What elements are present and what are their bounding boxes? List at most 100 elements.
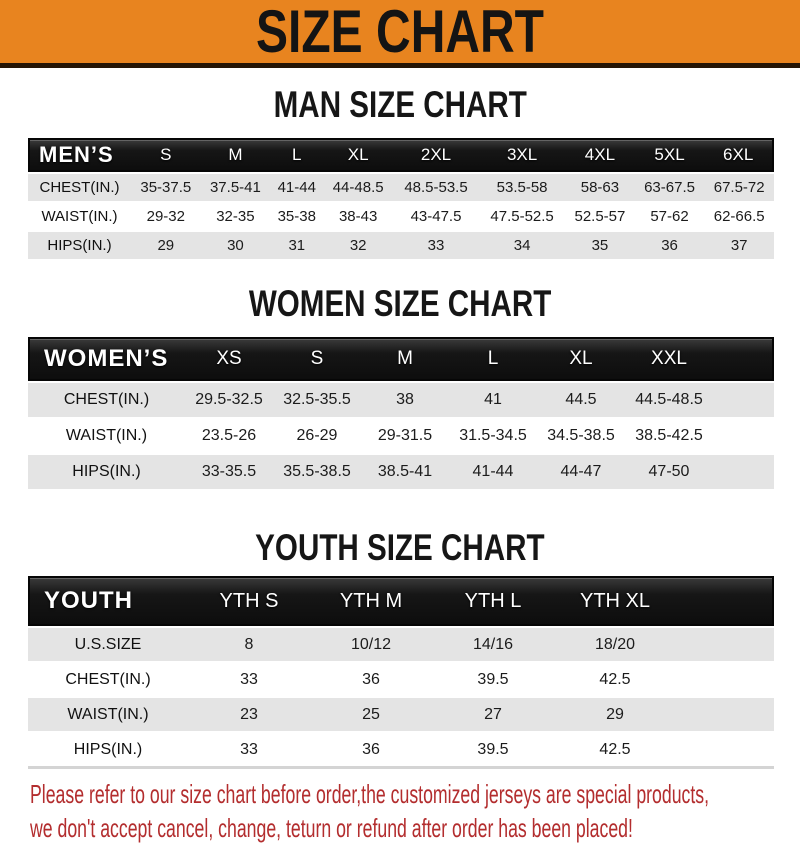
size-value-cell: 36 xyxy=(634,230,705,261)
table-row: HIPS(IN.) 33 36 39.5 42.5 xyxy=(28,733,774,769)
table-row: WAIST(IN.) 23 25 27 29 xyxy=(28,696,774,733)
column-header: L xyxy=(449,337,537,381)
size-value-cell: 44-47 xyxy=(537,453,625,491)
size-value-cell: 37 xyxy=(704,230,774,261)
size-value-cell: 34 xyxy=(479,230,566,261)
table-row: CHEST(IN.) 33 36 39.5 42.5 xyxy=(28,663,774,696)
row-label: WAIST(IN.) xyxy=(28,203,131,230)
column-header: 2XL xyxy=(392,138,480,172)
size-value-cell: 32 xyxy=(323,230,393,261)
table-row: CHEST(IN.) 29.5-32.5 32.5-35.5 38 41 44.… xyxy=(28,381,774,419)
column-header: S xyxy=(131,138,201,172)
size-value-cell: 36 xyxy=(310,733,432,769)
size-value-cell: 35-37.5 xyxy=(131,172,201,203)
column-header: XXL xyxy=(625,337,713,381)
order-notice-line1: Please refer to our size chart before or… xyxy=(30,779,710,809)
size-value-cell: 36 xyxy=(310,663,432,696)
spacer-cell xyxy=(713,453,774,491)
row-label: WAIST(IN.) xyxy=(28,419,185,453)
size-value-cell: 35.5-38.5 xyxy=(273,453,361,491)
size-value-cell: 29 xyxy=(554,696,676,733)
size-value-cell: 48.5-53.5 xyxy=(392,172,480,203)
row-label: CHEST(IN.) xyxy=(28,663,188,696)
size-value-cell: 14/16 xyxy=(432,626,554,663)
size-value-cell: 39.5 xyxy=(432,663,554,696)
size-value-cell: 23 xyxy=(188,696,310,733)
women-section-title-text: WOMEN SIZE CHART xyxy=(248,282,552,324)
size-value-cell: 43-47.5 xyxy=(392,203,480,230)
column-header: XL xyxy=(537,337,625,381)
size-value-cell: 44.5-48.5 xyxy=(625,381,713,419)
size-value-cell: 38 xyxy=(361,381,449,419)
table-row: WAIST(IN.) 29-32 32-35 35-38 38-43 43-47… xyxy=(28,203,774,230)
size-value-cell: 53.5-58 xyxy=(479,172,566,203)
row-label: WAIST(IN.) xyxy=(28,696,188,733)
size-value-cell: 32.5-35.5 xyxy=(273,381,361,419)
size-value-cell: 25 xyxy=(310,696,432,733)
column-header: XL xyxy=(323,138,393,172)
spacer-cell xyxy=(676,696,774,733)
table-row: HIPS(IN.) 33-35.5 35.5-38.5 38.5-41 41-4… xyxy=(28,453,774,491)
size-value-cell: 52.5-57 xyxy=(565,203,635,230)
size-value-cell: 29-32 xyxy=(131,203,201,230)
size-value-cell: 39.5 xyxy=(432,733,554,769)
size-value-cell: 41-44 xyxy=(270,172,324,203)
size-value-cell: 57-62 xyxy=(634,203,705,230)
youth-table-label: YOUTH xyxy=(28,576,188,626)
spacer-cell xyxy=(713,381,774,419)
column-header: L xyxy=(270,138,324,172)
row-label: CHEST(IN.) xyxy=(28,381,185,419)
order-notice-line2: we don't accept cancel, change, teturn o… xyxy=(30,813,633,843)
size-value-cell: 38.5-42.5 xyxy=(625,419,713,453)
size-value-cell: 29 xyxy=(131,230,201,261)
size-chart-banner: SIZE CHART xyxy=(0,0,800,68)
size-value-cell: 33 xyxy=(188,663,310,696)
size-value-cell: 31.5-34.5 xyxy=(449,419,537,453)
spacer-cell xyxy=(676,626,774,663)
column-header: 6XL xyxy=(704,138,774,172)
spacer-cell xyxy=(713,419,774,453)
table-row: WAIST(IN.) 23.5-26 26-29 29-31.5 31.5-34… xyxy=(28,419,774,453)
size-value-cell: 42.5 xyxy=(554,663,676,696)
size-value-cell: 44.5 xyxy=(537,381,625,419)
column-header: YTH L xyxy=(432,576,554,626)
size-value-cell: 30 xyxy=(200,230,271,261)
youth-section-title-text: YOUTH SIZE CHART xyxy=(255,526,545,568)
size-value-cell: 47.5-52.5 xyxy=(479,203,566,230)
row-label: HIPS(IN.) xyxy=(28,453,185,491)
size-value-cell: 35 xyxy=(565,230,635,261)
size-value-cell: 27 xyxy=(432,696,554,733)
spacer-cell xyxy=(676,733,774,769)
size-value-cell: 42.5 xyxy=(554,733,676,769)
row-label: HIPS(IN.) xyxy=(28,230,131,261)
size-value-cell: 38.5-41 xyxy=(361,453,449,491)
column-header: 3XL xyxy=(479,138,566,172)
size-value-cell: 58-63 xyxy=(565,172,635,203)
column-header: S xyxy=(273,337,361,381)
size-value-cell: 29.5-32.5 xyxy=(185,381,273,419)
column-header: 5XL xyxy=(634,138,705,172)
size-value-cell: 41-44 xyxy=(449,453,537,491)
order-notice: Please refer to our size chart before or… xyxy=(30,777,800,845)
row-label: U.S.SIZE xyxy=(28,626,188,663)
size-value-cell: 35-38 xyxy=(270,203,324,230)
man-table-label: MEN’S xyxy=(28,138,131,172)
youth-size-table: YOUTH YTH S YTH M YTH L YTH XL U.S.SIZE … xyxy=(28,576,774,769)
size-value-cell: 18/20 xyxy=(554,626,676,663)
size-value-cell: 32-35 xyxy=(200,203,271,230)
youth-header-row: YOUTH YTH S YTH M YTH L YTH XL xyxy=(28,576,774,626)
size-value-cell: 26-29 xyxy=(273,419,361,453)
row-label: CHEST(IN.) xyxy=(28,172,131,203)
man-section-title: MAN SIZE CHART xyxy=(0,84,800,124)
size-value-cell: 44-48.5 xyxy=(323,172,393,203)
size-value-cell: 33-35.5 xyxy=(185,453,273,491)
banner-title: SIZE CHART xyxy=(256,0,544,65)
size-value-cell: 34.5-38.5 xyxy=(537,419,625,453)
size-value-cell: 63-67.5 xyxy=(634,172,705,203)
spacer-cell xyxy=(676,576,774,626)
size-value-cell: 38-43 xyxy=(323,203,393,230)
women-table-label: WOMEN’S xyxy=(28,337,185,381)
size-value-cell: 33 xyxy=(392,230,480,261)
size-value-cell: 62-66.5 xyxy=(704,203,774,230)
spacer-cell xyxy=(713,337,774,381)
